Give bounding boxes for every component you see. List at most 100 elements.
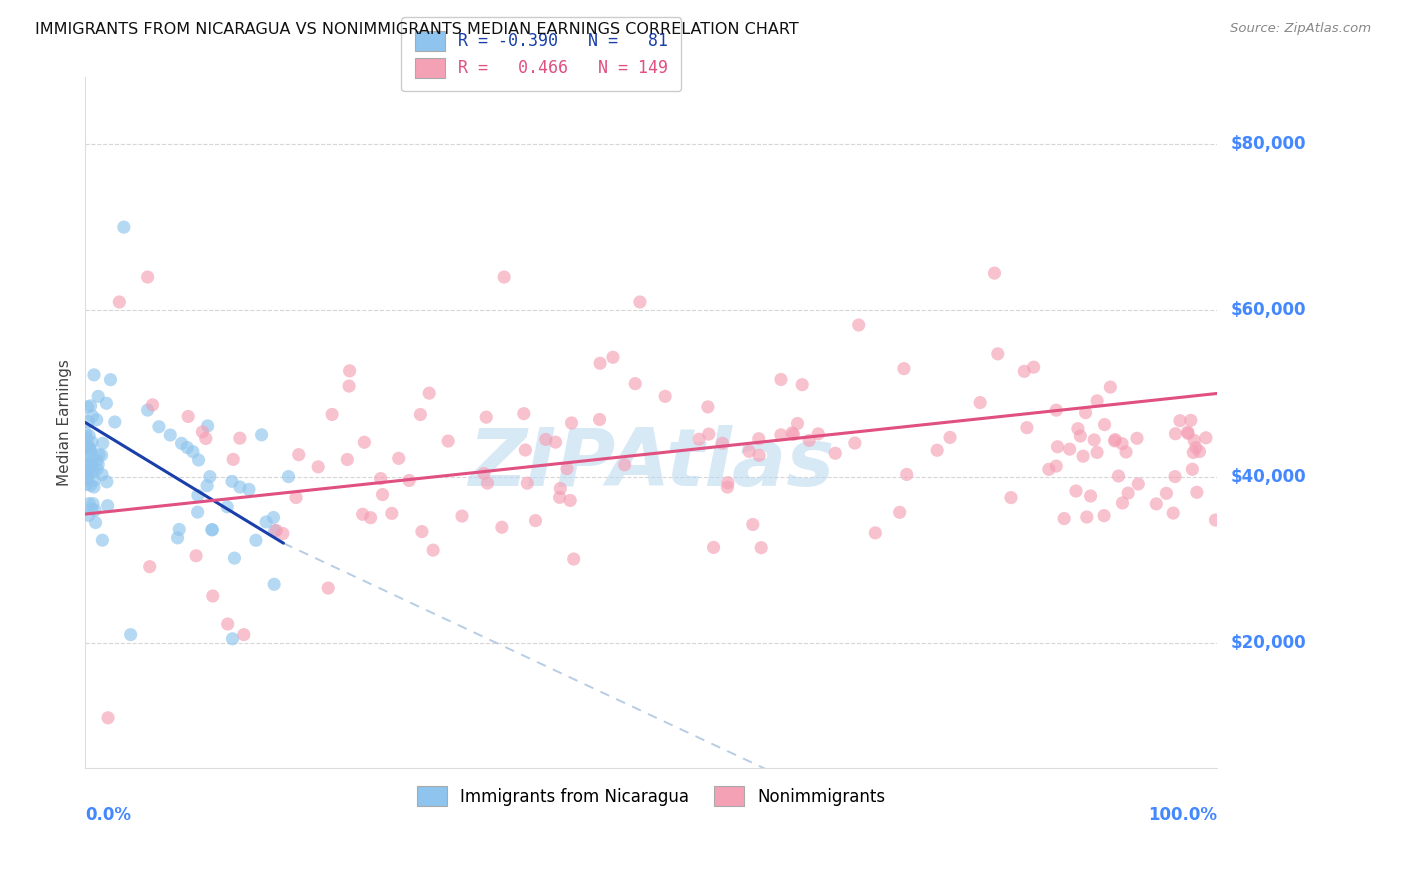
- Point: [1128, 477, 1150, 491]
- Point: [371, 487, 394, 501]
- Point: [1085, 445, 1108, 459]
- Point: [76, 472, 98, 486]
- Point: [1045, 403, 1067, 417]
- Point: [589, 356, 612, 370]
- Point: [1104, 434, 1126, 448]
- Point: [451, 509, 474, 524]
- Point: [491, 520, 513, 534]
- Point: [167, 523, 190, 537]
- Point: [1161, 506, 1184, 520]
- Point: [409, 408, 432, 422]
- Point: [807, 426, 830, 441]
- Point: [865, 525, 887, 540]
- Point: [1059, 442, 1081, 457]
- Point: [1099, 380, 1122, 394]
- Point: [76, 472, 98, 486]
- Point: [82, 409, 104, 423]
- Point: [80, 502, 103, 516]
- Point: [1000, 491, 1022, 505]
- Point: [398, 474, 420, 488]
- Point: [534, 433, 557, 447]
- Point: [792, 377, 814, 392]
- Point: [198, 469, 221, 483]
- Point: [1177, 425, 1199, 439]
- Point: [201, 523, 224, 537]
- Point: [1185, 441, 1208, 455]
- Point: [1108, 469, 1130, 483]
- Point: [786, 417, 808, 431]
- Point: [176, 441, 198, 455]
- Point: [769, 428, 792, 442]
- Point: [166, 531, 188, 545]
- Point: [79, 461, 101, 475]
- Point: [263, 577, 285, 591]
- Point: [475, 410, 498, 425]
- Text: 0.0%: 0.0%: [86, 805, 131, 823]
- Text: IMMIGRANTS FROM NICARAGUA VS NONIMMIGRANTS MEDIAN EARNINGS CORRELATION CHART: IMMIGRANTS FROM NICARAGUA VS NONIMMIGRAN…: [35, 22, 799, 37]
- Point: [79, 399, 101, 413]
- Point: [336, 452, 359, 467]
- Point: [1164, 469, 1187, 483]
- Point: [77, 508, 100, 523]
- Point: [1164, 426, 1187, 441]
- Point: [1038, 462, 1060, 476]
- Point: [848, 318, 870, 332]
- Point: [84, 516, 107, 530]
- Point: [748, 432, 770, 446]
- Point: [191, 425, 214, 439]
- Point: [79, 442, 101, 457]
- Point: [613, 458, 636, 472]
- Point: [1185, 485, 1208, 500]
- Point: [77, 429, 100, 443]
- Point: [360, 510, 382, 524]
- Point: [83, 480, 105, 494]
- Point: [1076, 510, 1098, 524]
- Point: [1053, 511, 1076, 525]
- Point: [1069, 429, 1091, 443]
- Point: [1094, 417, 1116, 432]
- Point: [588, 412, 610, 426]
- Point: [76, 465, 98, 479]
- Text: Source: ZipAtlas.com: Source: ZipAtlas.com: [1230, 22, 1371, 36]
- Point: [91, 436, 114, 450]
- Point: [896, 467, 918, 482]
- Point: [287, 448, 309, 462]
- Point: [138, 559, 160, 574]
- Point: [602, 351, 624, 365]
- Point: [983, 266, 1005, 280]
- Point: [1168, 414, 1191, 428]
- Point: [97, 499, 120, 513]
- Point: [1074, 406, 1097, 420]
- Text: 100.0%: 100.0%: [1149, 805, 1218, 823]
- Point: [1092, 508, 1115, 523]
- Point: [893, 361, 915, 376]
- Point: [83, 368, 105, 382]
- Point: [250, 427, 273, 442]
- Point: [1071, 449, 1094, 463]
- Point: [939, 430, 962, 444]
- Point: [76, 477, 98, 491]
- Point: [307, 459, 329, 474]
- Point: [1188, 444, 1211, 458]
- Point: [217, 617, 239, 632]
- Point: [84, 503, 107, 517]
- Point: [194, 432, 217, 446]
- Point: [769, 372, 792, 386]
- Point: [87, 448, 110, 462]
- Point: [515, 443, 537, 458]
- Point: [148, 419, 170, 434]
- Point: [142, 398, 165, 412]
- Point: [987, 347, 1010, 361]
- Point: [1204, 513, 1226, 527]
- Point: [86, 413, 108, 427]
- Text: $20,000: $20,000: [1232, 634, 1306, 652]
- Point: [316, 581, 339, 595]
- Point: [1022, 360, 1045, 375]
- Point: [75, 458, 97, 472]
- Point: [716, 480, 738, 494]
- Point: [339, 364, 361, 378]
- Point: [544, 435, 567, 450]
- Point: [217, 500, 239, 514]
- Point: [688, 432, 710, 446]
- Point: [108, 295, 131, 310]
